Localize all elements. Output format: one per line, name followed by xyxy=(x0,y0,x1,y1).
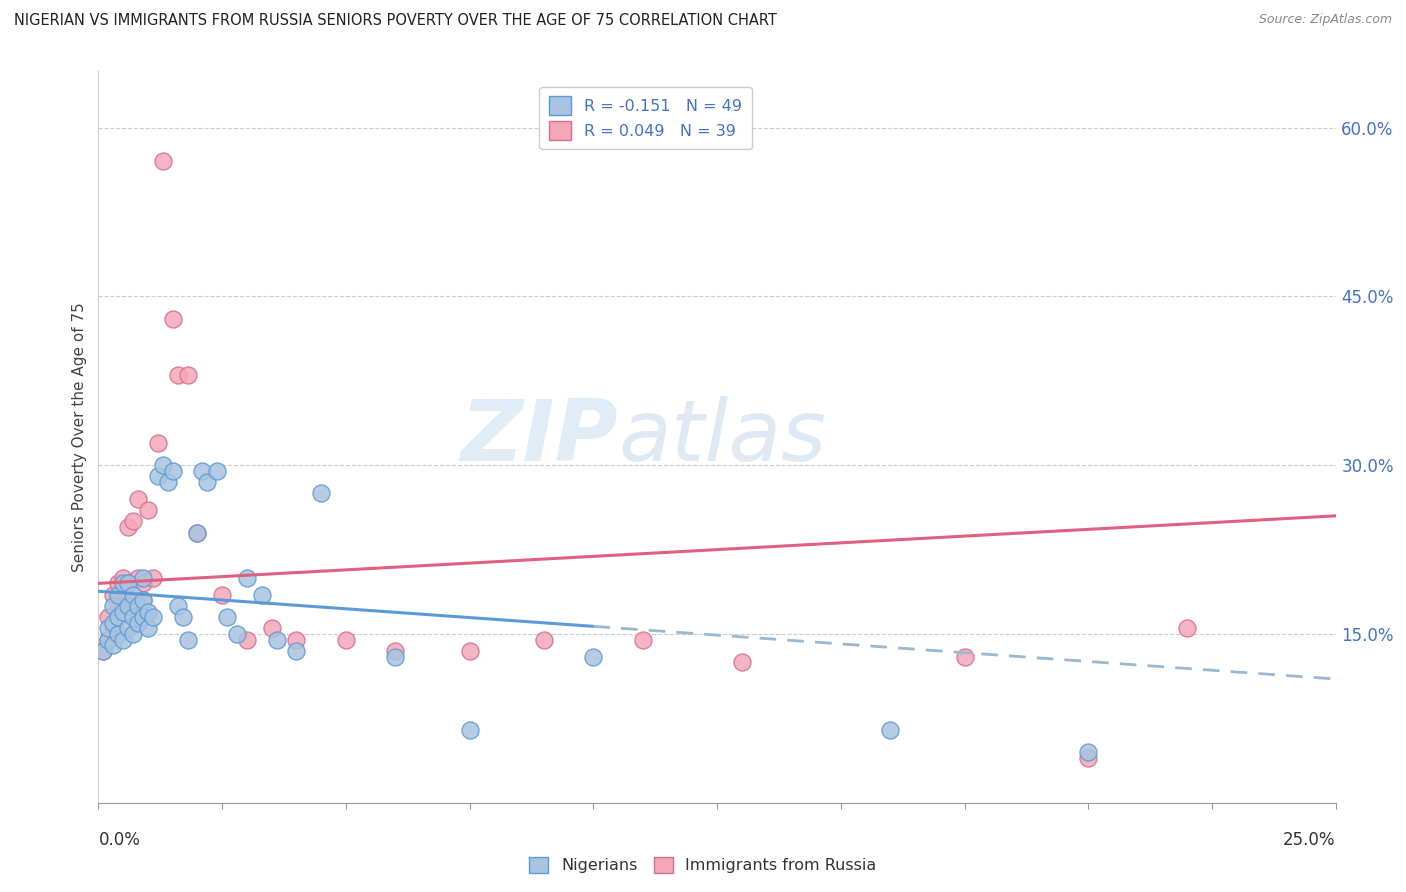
Point xyxy=(122,610,145,624)
Point xyxy=(176,632,198,647)
Point xyxy=(195,475,218,489)
Point xyxy=(97,610,120,624)
Point xyxy=(156,475,179,489)
Point xyxy=(236,571,259,585)
Point xyxy=(122,627,145,641)
Point xyxy=(132,593,155,607)
Point xyxy=(117,599,139,613)
Point xyxy=(103,588,125,602)
Point xyxy=(172,610,194,624)
Point xyxy=(136,621,159,635)
Point xyxy=(142,571,165,585)
Point xyxy=(127,491,149,506)
Point xyxy=(117,576,139,591)
Text: NIGERIAN VS IMMIGRANTS FROM RUSSIA SENIORS POVERTY OVER THE AGE OF 75 CORRELATIO: NIGERIAN VS IMMIGRANTS FROM RUSSIA SENIO… xyxy=(14,13,778,29)
Point xyxy=(384,644,406,658)
Legend: Nigerians, Immigrants from Russia: Nigerians, Immigrants from Russia xyxy=(523,850,883,880)
Point xyxy=(117,520,139,534)
Point xyxy=(107,627,129,641)
Point xyxy=(176,368,198,383)
Point xyxy=(582,649,605,664)
Point xyxy=(146,435,169,450)
Point xyxy=(186,525,208,540)
Point xyxy=(226,627,249,641)
Point xyxy=(117,621,139,635)
Point xyxy=(260,621,283,635)
Point xyxy=(953,649,976,664)
Point xyxy=(146,469,169,483)
Y-axis label: Seniors Poverty Over the Age of 75: Seniors Poverty Over the Age of 75 xyxy=(72,302,87,572)
Point xyxy=(162,464,184,478)
Point xyxy=(103,599,125,613)
Text: Source: ZipAtlas.com: Source: ZipAtlas.com xyxy=(1258,13,1392,27)
Point xyxy=(127,615,149,630)
Point xyxy=(112,605,135,619)
Point xyxy=(236,632,259,647)
Point xyxy=(731,655,754,669)
Point xyxy=(93,644,115,658)
Point xyxy=(205,464,228,478)
Point xyxy=(458,723,481,737)
Point xyxy=(136,503,159,517)
Point xyxy=(186,525,208,540)
Point xyxy=(122,515,145,529)
Point xyxy=(122,593,145,607)
Point xyxy=(103,615,125,630)
Text: ZIP: ZIP xyxy=(460,395,619,479)
Point xyxy=(166,599,188,613)
Point xyxy=(122,588,145,602)
Point xyxy=(132,610,155,624)
Point xyxy=(103,638,125,652)
Point xyxy=(152,154,174,169)
Point xyxy=(1077,751,1099,765)
Point xyxy=(191,464,214,478)
Point xyxy=(112,571,135,585)
Point xyxy=(112,576,135,591)
Point xyxy=(285,632,308,647)
Point xyxy=(266,632,288,647)
Point xyxy=(384,649,406,664)
Point xyxy=(631,632,654,647)
Point xyxy=(127,599,149,613)
Point xyxy=(93,644,115,658)
Point xyxy=(152,458,174,473)
Point xyxy=(335,632,357,647)
Point xyxy=(97,632,120,647)
Point xyxy=(97,632,120,647)
Text: 25.0%: 25.0% xyxy=(1284,831,1336,849)
Point xyxy=(250,588,273,602)
Point xyxy=(103,621,125,635)
Point xyxy=(107,610,129,624)
Point xyxy=(533,632,555,647)
Point xyxy=(132,576,155,591)
Point xyxy=(132,571,155,585)
Point xyxy=(112,599,135,613)
Point xyxy=(1175,621,1198,635)
Point xyxy=(162,312,184,326)
Point xyxy=(117,576,139,591)
Point xyxy=(285,644,308,658)
Point xyxy=(107,599,129,613)
Point xyxy=(136,605,159,619)
Point xyxy=(107,576,129,591)
Point xyxy=(458,644,481,658)
Point xyxy=(107,588,129,602)
Point xyxy=(112,632,135,647)
Point xyxy=(1077,745,1099,759)
Point xyxy=(879,723,901,737)
Point xyxy=(166,368,188,383)
Point xyxy=(309,486,332,500)
Point xyxy=(97,621,120,635)
Legend: R = -0.151   N = 49, R = 0.049   N = 39: R = -0.151 N = 49, R = 0.049 N = 39 xyxy=(540,87,752,149)
Point xyxy=(217,610,239,624)
Point xyxy=(211,588,233,602)
Point xyxy=(127,571,149,585)
Point xyxy=(117,599,139,613)
Text: 0.0%: 0.0% xyxy=(98,831,141,849)
Text: atlas: atlas xyxy=(619,395,827,479)
Point xyxy=(132,593,155,607)
Point xyxy=(142,610,165,624)
